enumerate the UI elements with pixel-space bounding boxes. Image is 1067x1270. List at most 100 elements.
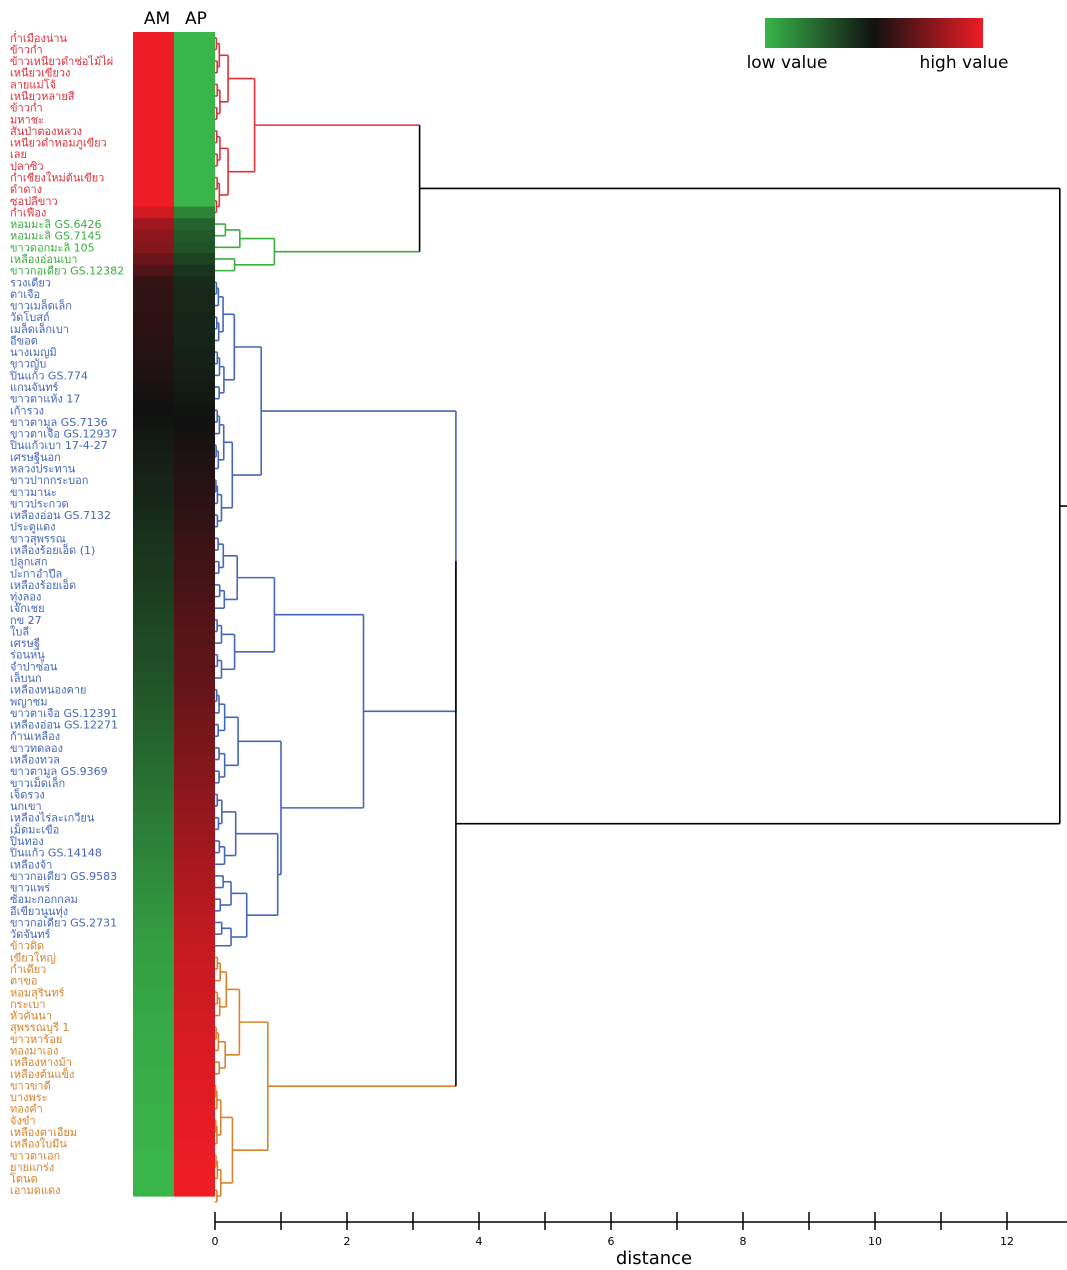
row-label: ปิ่นแก้ว GS.14148 <box>9 845 102 860</box>
row-label: ขาวทดลอง <box>10 742 63 755</box>
heatmap-cell-ap <box>174 101 215 115</box>
heatmap-cell-am <box>133 1161 174 1174</box>
heatmap-cell-am <box>133 555 174 569</box>
heatmap-cell-ap <box>174 800 215 813</box>
row-label: เหลืองตาเอียม <box>10 1126 77 1139</box>
heatmap-cell-am <box>133 939 174 953</box>
heatmap-cell-am <box>133 125 174 138</box>
heatmap-cell-ap <box>174 846 215 860</box>
row-label: ขาวกอเดียว GS.12382 <box>10 265 124 278</box>
heatmap-cell-ap <box>174 1149 215 1162</box>
heatmap-cell-am <box>133 683 174 697</box>
heatmap-cell-ap <box>174 939 215 953</box>
heatmap-cell-ap <box>174 253 215 266</box>
row-label: เหลืองทวล <box>10 754 60 767</box>
heatmap-cell-am <box>133 241 174 254</box>
heatmap-cell-ap <box>174 323 215 336</box>
heatmap-cell-am <box>133 893 174 906</box>
heatmap-cell-ap <box>174 416 215 429</box>
row-label: หอมมะลิ GS.6426 <box>10 218 102 231</box>
heatmap-cell-am <box>133 392 174 406</box>
row-label: ขาวตาเจือ GS.12391 <box>10 707 118 720</box>
heatmap-cell-ap <box>174 986 215 999</box>
heatmap-cell-ap <box>174 136 215 149</box>
row-label: ตาขอ <box>10 975 37 988</box>
heatmap-cell-am <box>133 1102 174 1116</box>
heatmap-cell-am <box>133 881 174 894</box>
row-label: ข้าวดิด <box>10 940 44 953</box>
legend-low-label: low value <box>747 53 828 73</box>
heatmap-cell-ap <box>174 218 215 231</box>
heatmap-cell-ap <box>174 1009 215 1022</box>
row-label: ขาวกอเดียว GS.9583 <box>10 870 117 883</box>
row-label: เลย <box>10 148 27 161</box>
heatmap-cell-am <box>133 171 174 184</box>
heatmap-cell-ap <box>174 183 215 196</box>
heatmap-cell-am <box>133 1091 174 1104</box>
row-label: ขาวเมล็ดเล็ก <box>10 299 72 313</box>
heatmap-cell-ap <box>174 1056 215 1069</box>
heatmap-cell-ap <box>174 1114 215 1127</box>
row-label: รวงเดียว <box>10 276 51 289</box>
row-label: เหลืองไร่ละเกวียน <box>10 812 95 825</box>
heatmap-cell-ap <box>174 462 215 475</box>
heatmap-cell-am <box>133 590 174 603</box>
heatmap-cell-am <box>133 602 174 615</box>
heatmap-cell-ap <box>174 590 215 603</box>
heatmap-cell-ap <box>174 55 215 68</box>
heatmap-cell-ap <box>174 206 215 219</box>
row-label: พญาชม <box>10 695 48 708</box>
row-label: มหาชะ <box>10 113 44 126</box>
heatmap-cell-ap <box>174 567 215 580</box>
row-label: ขาวหาร้อย <box>10 1033 62 1046</box>
heatmap-cell-ap <box>174 637 215 650</box>
heatmap-cell-am <box>133 567 174 580</box>
row-label: ขาวประกวด <box>10 497 69 510</box>
heatmap-cell-ap <box>174 683 215 697</box>
heatmap-cell-ap <box>174 125 215 138</box>
heatmap-cell-ap <box>174 555 215 569</box>
heatmap-cell-am <box>133 986 174 999</box>
heatmap-cell-am <box>133 614 174 627</box>
heatmap-cell-ap <box>174 392 215 406</box>
heatmap-cell-ap <box>174 870 215 883</box>
row-label: ปะกาอำปึล <box>10 567 62 580</box>
heatmap-cell-ap <box>174 765 215 778</box>
heatmap-cell-ap <box>174 1126 215 1139</box>
heatmap-cell-ap <box>174 90 215 103</box>
heatmap-cell-am <box>133 928 174 941</box>
heatmap-cell-am <box>133 800 174 813</box>
heatmap-cell-am <box>133 776 174 790</box>
heatmap-cell-ap <box>174 776 215 790</box>
heatmap-cell-am <box>133 462 174 475</box>
heatmap-cell-ap <box>174 928 215 941</box>
heatmap-cell-am <box>133 788 174 801</box>
heatmap-cell-ap <box>174 1137 215 1151</box>
x-tick-label: 8 <box>740 1235 747 1248</box>
heatmap-cell-am <box>133 334 174 347</box>
heatmap-cell-am <box>133 660 174 673</box>
heatmap-cell-ap <box>174 78 215 91</box>
row-label: หอมมะลิ GS.7145 <box>10 230 102 243</box>
row-label: กข 27 <box>10 614 42 627</box>
row-label: เหลืองร้อยเอ็ด (1) <box>10 543 95 557</box>
row-label: โตนด <box>10 1172 38 1186</box>
row-label: ขาวสุพรรณ <box>10 532 66 545</box>
row-label: เหลืองอ่อน GS.12271 <box>10 719 118 732</box>
heatmap-cell-am <box>133 835 174 848</box>
row-label: วัดโบสถ์ <box>10 310 50 324</box>
heatmap-cell-am <box>133 1044 174 1057</box>
heatmap-cells <box>133 32 215 1197</box>
heatmap-cell-am <box>133 753 174 766</box>
heatmap-cell-ap <box>174 264 215 278</box>
heatmap-cell-am <box>133 369 174 382</box>
heatmap-cell-am <box>133 1067 174 1081</box>
dendrogram <box>214 37 1067 1203</box>
row-label: ขาวตาเจือ GS.12937 <box>10 428 118 441</box>
row-label: เจ๊กเชย <box>10 602 45 615</box>
row-label: หัวคันนา <box>10 1010 52 1023</box>
heatmap-cell-ap <box>174 229 215 243</box>
heatmap-cell-am <box>133 951 174 964</box>
row-label: ก่ำเชียงใหม่ต้นเขียว <box>10 170 104 185</box>
